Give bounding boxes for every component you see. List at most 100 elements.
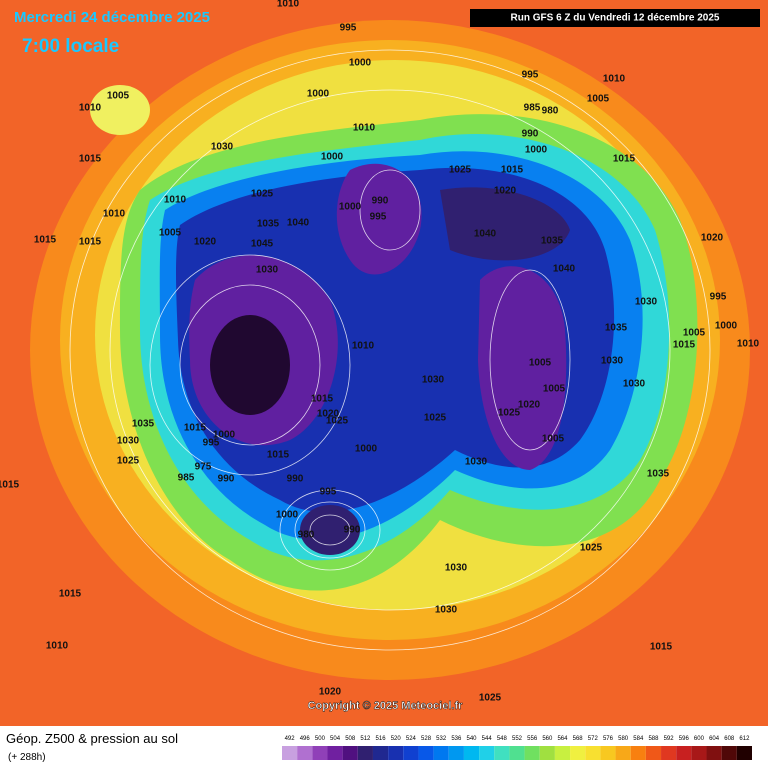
scale-label: 520	[391, 736, 402, 742]
isobar-label: 1025	[326, 416, 349, 427]
isobar-label: 1005	[107, 91, 130, 102]
scale-label: 580	[618, 736, 629, 742]
field	[90, 85, 150, 135]
scale-swatch	[524, 746, 540, 760]
isobar-label: 1030	[117, 436, 140, 447]
scale-swatch	[418, 746, 434, 760]
scale-swatch	[312, 746, 328, 760]
scale-swatch	[630, 746, 646, 760]
isobar-label: 975	[195, 462, 212, 473]
isobar-label: 1040	[553, 264, 576, 275]
field	[440, 187, 570, 261]
scale-swatch	[494, 746, 510, 760]
scale-swatch	[721, 746, 737, 760]
isobar-label: 1010	[103, 209, 126, 220]
scale-swatch	[327, 746, 343, 760]
isobar-label: 1000	[321, 152, 344, 163]
scale-swatch	[615, 746, 631, 760]
scale-swatch	[448, 746, 464, 760]
scale-swatch	[463, 746, 480, 760]
isobar-label: 1010	[353, 123, 376, 134]
isobar-label: 1000	[355, 444, 378, 455]
scale-label: 608	[724, 736, 735, 742]
scale-label: 572	[588, 736, 599, 742]
scale-label: 496	[300, 736, 311, 742]
isobar-label: 990	[287, 474, 304, 485]
isobar-label: 1005	[542, 434, 565, 445]
isobar-label: 1035	[541, 236, 564, 247]
scale-swatch	[479, 746, 495, 760]
date: Mercredi 24 décembre 2025	[14, 9, 210, 26]
copyright: Copyright © 2025 Meteociel.fr	[308, 700, 464, 712]
scale-label: 596	[679, 736, 690, 742]
scale-swatch	[570, 746, 586, 760]
scale-label: 556	[527, 736, 538, 742]
isobar-label: 985	[178, 473, 195, 484]
isobar-label: 1015	[79, 154, 102, 165]
scale-swatch	[372, 746, 389, 760]
isobar-label: 980	[298, 530, 315, 541]
scale-label: 536	[451, 736, 462, 742]
isobar-label: 1000	[715, 321, 738, 332]
scale-label: 600	[694, 736, 705, 742]
isobar-label: 1020	[317, 409, 340, 420]
scale-label: 544	[482, 736, 493, 742]
isobar-label: 1000	[276, 510, 299, 521]
isobar-label: 1025	[117, 456, 140, 467]
isobar-label: 1030	[211, 142, 234, 153]
isobar-label: 1020	[194, 237, 217, 248]
isobar-label: 1005	[543, 384, 566, 395]
isobar-label: 1030	[465, 457, 488, 468]
isobar-label: 1010	[603, 74, 626, 85]
isobar-label: 1035	[647, 469, 670, 480]
isobar-label: 1015	[501, 165, 524, 176]
isobar-label: 1025	[424, 413, 447, 424]
scale-swatch	[736, 746, 752, 760]
scale-label: 548	[497, 736, 508, 742]
isobar-label: 1010	[164, 195, 187, 206]
isobar-label: 1035	[132, 419, 155, 430]
isobar-label: 1030	[635, 297, 658, 308]
run-box	[470, 9, 760, 27]
isobar-label: 1025	[479, 693, 502, 704]
isobar-label: 995	[320, 487, 337, 498]
scale-label: 532	[436, 736, 447, 742]
isobars	[69, 49, 711, 651]
isobar-label: 995	[203, 438, 220, 449]
isobar-label: 1015	[650, 642, 673, 653]
isobar-label: 1010	[79, 103, 102, 114]
scale-label: 512	[360, 736, 371, 742]
isobar-label: 1000	[339, 202, 362, 213]
isobar-label: 1025	[251, 189, 274, 200]
scale-label: 540	[467, 736, 478, 742]
isobar-label: 1025	[449, 165, 472, 176]
scale-label: 504	[330, 736, 341, 742]
isobar-label: 1015	[0, 480, 20, 491]
isobar-label: 1010	[277, 0, 300, 10]
isobar-label: 1035	[257, 219, 280, 230]
scale-label: 560	[542, 736, 553, 742]
isobar-label: 1025	[580, 543, 603, 554]
scale-swatch	[433, 746, 449, 760]
isobar-label: 990	[218, 474, 235, 485]
field	[336, 163, 422, 275]
scale-swatch	[509, 746, 525, 760]
scale-label: 604	[709, 736, 720, 742]
isobar-label: 990	[372, 196, 389, 207]
scale-label: 528	[421, 736, 432, 742]
scale-swatch	[706, 746, 722, 760]
isobar-label: 1000	[213, 430, 236, 441]
isobar-label: 1045	[251, 239, 274, 250]
isobar-label: 1030	[623, 379, 646, 390]
scale-label: 588	[648, 736, 659, 742]
isobar-label: 1040	[287, 218, 310, 229]
isobar-label: 990	[344, 525, 361, 536]
scale-label: 500	[315, 736, 326, 742]
isobar-label: 1030	[601, 356, 624, 367]
scale-label: 524	[406, 736, 417, 742]
scale-swatch	[342, 746, 358, 760]
isobar-label: 1015	[673, 340, 696, 351]
isobar-label: 990	[522, 129, 539, 140]
isobar-label: 1005	[683, 328, 706, 339]
